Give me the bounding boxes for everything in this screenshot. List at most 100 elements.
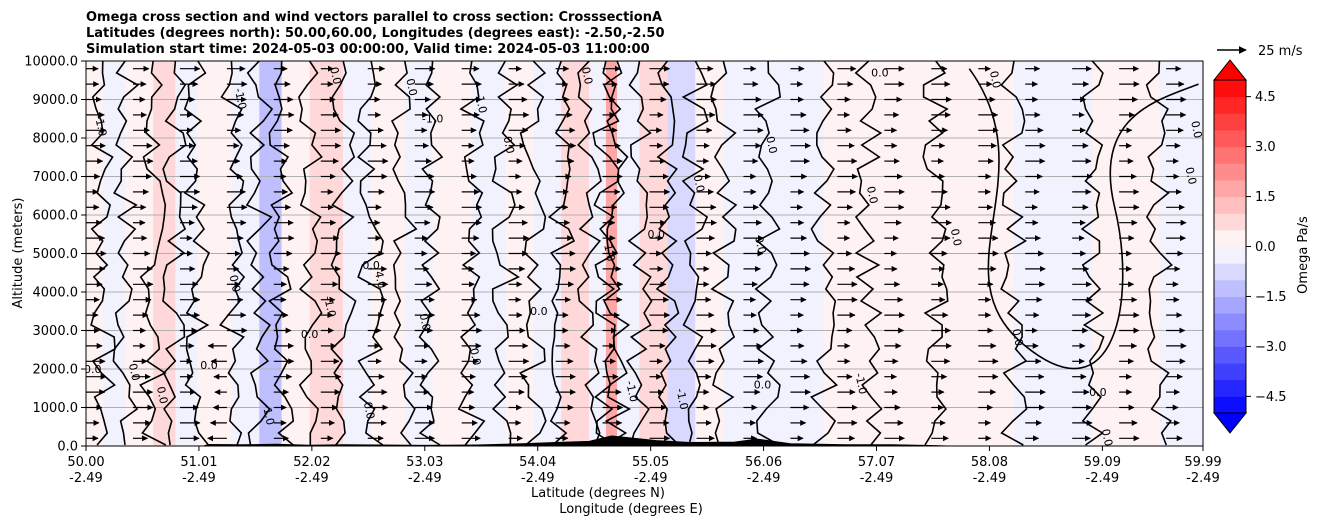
contour-label-12: 0.0	[362, 259, 380, 272]
colorbar-segment-11	[1214, 213, 1246, 231]
contour-label-16: -1.0	[422, 113, 443, 126]
contour-label-15: 0.0	[417, 312, 433, 332]
contour-label-0: 0.0	[84, 363, 102, 376]
zero-contour-11	[390, 61, 418, 446]
zero-contour-8	[298, 61, 323, 445]
x-tick-lon-9: -2.49	[1086, 471, 1120, 486]
y-tick-label-10: 10000.0	[24, 55, 78, 70]
contour-label-22: 1.0	[601, 243, 617, 263]
contour-label-13: 4.0	[372, 270, 388, 290]
y-tick-label-9: 9000.0	[33, 93, 79, 108]
quiver-key-label: 25 m/s	[1258, 44, 1303, 59]
colorbar-segment-7	[1214, 279, 1246, 297]
zero-contour-14	[491, 61, 520, 446]
contour-label-1: -1.0	[92, 114, 109, 138]
contour-label-2: 0.0	[126, 362, 142, 382]
zero-contour-2	[139, 61, 167, 446]
contour-label-19: 0.0	[501, 135, 517, 155]
colorbar-segment-2	[1214, 363, 1246, 381]
contour-label-5: 0.0	[227, 274, 243, 294]
contour-label-33: 0.0	[948, 227, 964, 247]
zero-contour-5	[219, 61, 246, 446]
contour-label-31: 0.0	[864, 185, 880, 205]
y-tick-label-7: 7000.0	[33, 170, 79, 185]
contour-labels: 0.0 -1.0 0.0 0.0 0.0 0.0 -1.0 -1.0 0.0 -1.0 0.0 0.0…	[84, 66, 1204, 448]
contour-label-23: -1.0	[623, 380, 640, 404]
contour-label-39: 0.0	[1188, 120, 1204, 140]
x-tick-lat-10: 59.99	[1184, 455, 1221, 470]
x-tick-lat-3: 53.03	[406, 455, 443, 470]
x-tick-lat-4: 54.04	[519, 455, 556, 470]
x-tick-lat-2: 52.02	[293, 455, 330, 470]
colorbar-label: Omega Pa/s	[1296, 216, 1311, 294]
zero-contour-29	[1080, 61, 1105, 446]
wind-vectors	[86, 65, 1187, 442]
contour-label-26: 0.0	[691, 174, 707, 194]
contour-label-20: 0.0	[530, 305, 548, 318]
contour-label-38: 0.0	[1183, 166, 1199, 186]
y-axis-label: Altitude (meters)	[11, 198, 26, 309]
zero-contour-17	[577, 61, 602, 446]
terrain	[203, 435, 947, 446]
x-tick-lon-8: -2.49	[973, 471, 1007, 486]
zero-contour-25	[810, 61, 838, 446]
y-tick-label-8: 8000.0	[33, 132, 79, 147]
colorbar-segment-15	[1214, 146, 1246, 164]
quiver-key: 25 m/s	[1217, 44, 1303, 59]
x-tick-lon-3: -2.49	[408, 471, 442, 486]
zero-contour-east	[968, 68, 1199, 370]
contour-label-30: -1.0	[852, 372, 869, 396]
colorbar-segment-19	[1214, 80, 1246, 98]
x-axis-label-latitude: Latitude (degrees N)	[531, 486, 665, 501]
x-tick-lat-8: 58.08	[971, 455, 1008, 470]
colorbar-extend-max	[1212, 59, 1248, 81]
zero-contour-16	[547, 61, 576, 446]
colorbar-tick-label-1: 3.0	[1255, 140, 1276, 155]
colorbar-segment-3	[1214, 346, 1246, 364]
colorbar-segment-9	[1214, 246, 1246, 264]
zero-contour-4	[183, 61, 210, 446]
colorbar-segment-13	[1214, 179, 1246, 198]
contour-label-36: 0.0	[1089, 386, 1107, 399]
contour-label-24: 0.0	[647, 228, 665, 241]
contour-label-28: 0.0	[754, 378, 772, 391]
colorbar-tick-label-3: 0.0	[1255, 240, 1276, 255]
colorbar-segment-1	[1214, 379, 1246, 397]
zero-contour-27	[922, 61, 949, 446]
x-tick-lon-0: -2.49	[69, 471, 103, 486]
contour-label-32: 0.0	[871, 66, 889, 79]
colorbar-segment-10	[1214, 229, 1246, 247]
x-tick-lat-1: 51.01	[180, 455, 217, 470]
contour-label-6: -1.0	[232, 87, 249, 111]
x-tick-lon-2: -2.49	[295, 471, 329, 486]
x-tick-lat-0: 50.00	[67, 455, 104, 470]
zero-contour-7	[268, 61, 295, 446]
colorbar-segment-0	[1214, 396, 1246, 414]
chart-title-line-3: Simulation start time: 2024-05-03 00:00:…	[86, 42, 650, 57]
colorbar-tick-label-2: 1.5	[1255, 190, 1276, 205]
y-axis: 0.0 1000.0 2000.0 3000.0 4000.0 5000.0 6000.0 7…	[24, 55, 86, 455]
contour-label-8: 0.0	[301, 328, 319, 341]
contour-label-25: -1.0	[673, 387, 690, 411]
zero-contour-1	[112, 61, 140, 446]
zero-contour-23	[710, 61, 738, 446]
zero-contour-26	[854, 61, 883, 446]
x-tick-lon-6: -2.49	[747, 471, 781, 486]
x-tick-lon-1: -2.49	[182, 471, 216, 486]
contour-label-35: 0.0	[1009, 328, 1025, 348]
colorbar-segment-17	[1214, 113, 1246, 131]
x-axis: 50.00-2.4951.01-2.4952.02-2.4953.03-2.49…	[67, 446, 1222, 486]
contour-label-3: 0.0	[154, 385, 170, 405]
contour-label-17: 0.0	[467, 347, 483, 367]
contour-label-29: 0.0	[763, 135, 779, 155]
contour-label-7: -1.0	[260, 403, 277, 427]
colorbar-segment-5	[1214, 313, 1246, 331]
y-tick-label-0: 0.0	[57, 440, 78, 455]
colorbar-segment-12	[1214, 196, 1246, 214]
zero-contour-13	[457, 61, 486, 446]
x-tick-lat-9: 59.09	[1084, 455, 1121, 470]
x-tick-lon-10: -2.49	[1186, 471, 1220, 486]
contour-label-37: 0.0	[1099, 428, 1115, 448]
contour-label-21: 0.0	[579, 66, 595, 86]
